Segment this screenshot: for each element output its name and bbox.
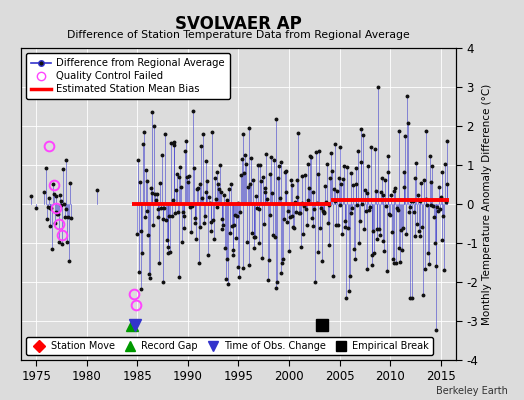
Text: Difference of Station Temperature Data from Regional Average: Difference of Station Temperature Data f… xyxy=(67,30,410,40)
Title: SVOLVAER AP: SVOLVAER AP xyxy=(175,14,302,32)
Text: Berkeley Earth: Berkeley Earth xyxy=(436,386,508,396)
Legend: Station Move, Record Gap, Time of Obs. Change, Empirical Break: Station Move, Record Gap, Time of Obs. C… xyxy=(26,337,433,355)
Y-axis label: Monthly Temperature Anomaly Difference (°C): Monthly Temperature Anomaly Difference (… xyxy=(482,83,493,325)
